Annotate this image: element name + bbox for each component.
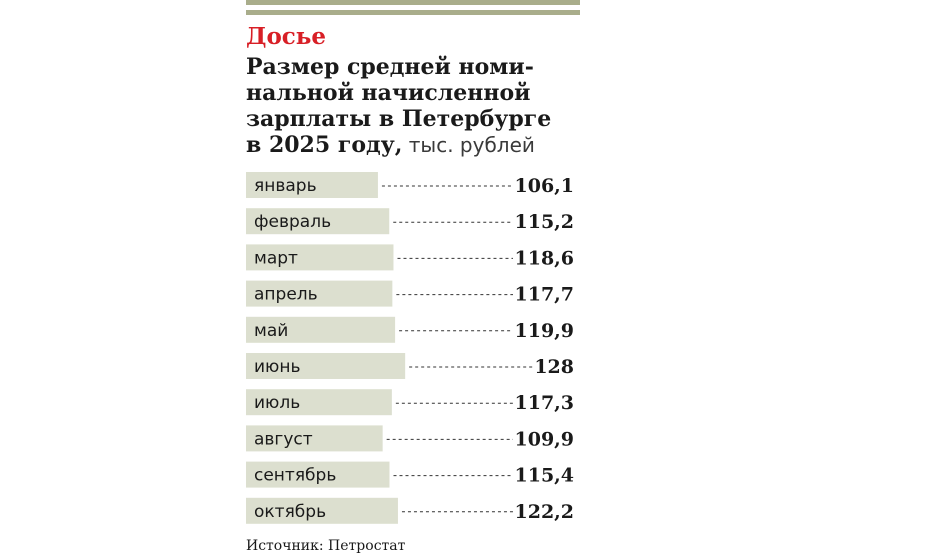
title-line: зарплаты в Петербурге: [246, 106, 552, 132]
category-label: февраль: [254, 212, 331, 232]
category-label: октябрь: [254, 502, 326, 522]
category-label: июль: [254, 393, 300, 413]
value-label: 117,7: [515, 284, 575, 306]
title-line: Размер средней номи-: [246, 54, 534, 80]
value-label: 115,4: [515, 465, 575, 487]
category-label: апрель: [254, 285, 318, 305]
top-rule-secondary: [246, 10, 580, 15]
category-label: март: [254, 248, 298, 268]
dossier-kicker: Досье: [246, 23, 327, 50]
title-line-text: в 2025 году,: [246, 132, 403, 158]
category-label: июнь: [254, 357, 301, 377]
value-label: 115,2: [515, 211, 575, 233]
bar-6: [246, 353, 406, 379]
category-label: август: [254, 429, 313, 449]
value-label: 106,1: [515, 175, 575, 197]
title-line: нальной начисленной: [246, 80, 531, 106]
bar-2: [246, 208, 390, 235]
bar-8: [246, 425, 383, 452]
value-label: 118,6: [515, 247, 575, 269]
source-note: Источник: Петростат: [246, 538, 406, 554]
value-label: 117,3: [515, 392, 575, 414]
title-line-last: в 2025 году, тыс. рублей: [246, 132, 586, 158]
value-label: 109,9: [515, 428, 575, 450]
bar-7: [246, 389, 392, 416]
bar-1: [246, 172, 378, 198]
category-label: январь: [254, 176, 317, 196]
top-rule: [246, 0, 580, 5]
category-label: сентябрь: [254, 466, 336, 486]
value-label: 119,9: [515, 320, 575, 342]
bar-10: [246, 497, 398, 524]
bar-3: [246, 244, 394, 271]
value-label: 128: [534, 356, 574, 378]
value-label: 122,2: [515, 501, 575, 523]
chart-title: Размер средней номи- нальной начисленной…: [246, 54, 586, 158]
bar-5: [246, 316, 396, 343]
category-label: май: [254, 321, 288, 341]
unit-label: тыс. рублей: [402, 133, 535, 157]
bar-9: [246, 461, 390, 488]
bar-4: [246, 280, 393, 307]
